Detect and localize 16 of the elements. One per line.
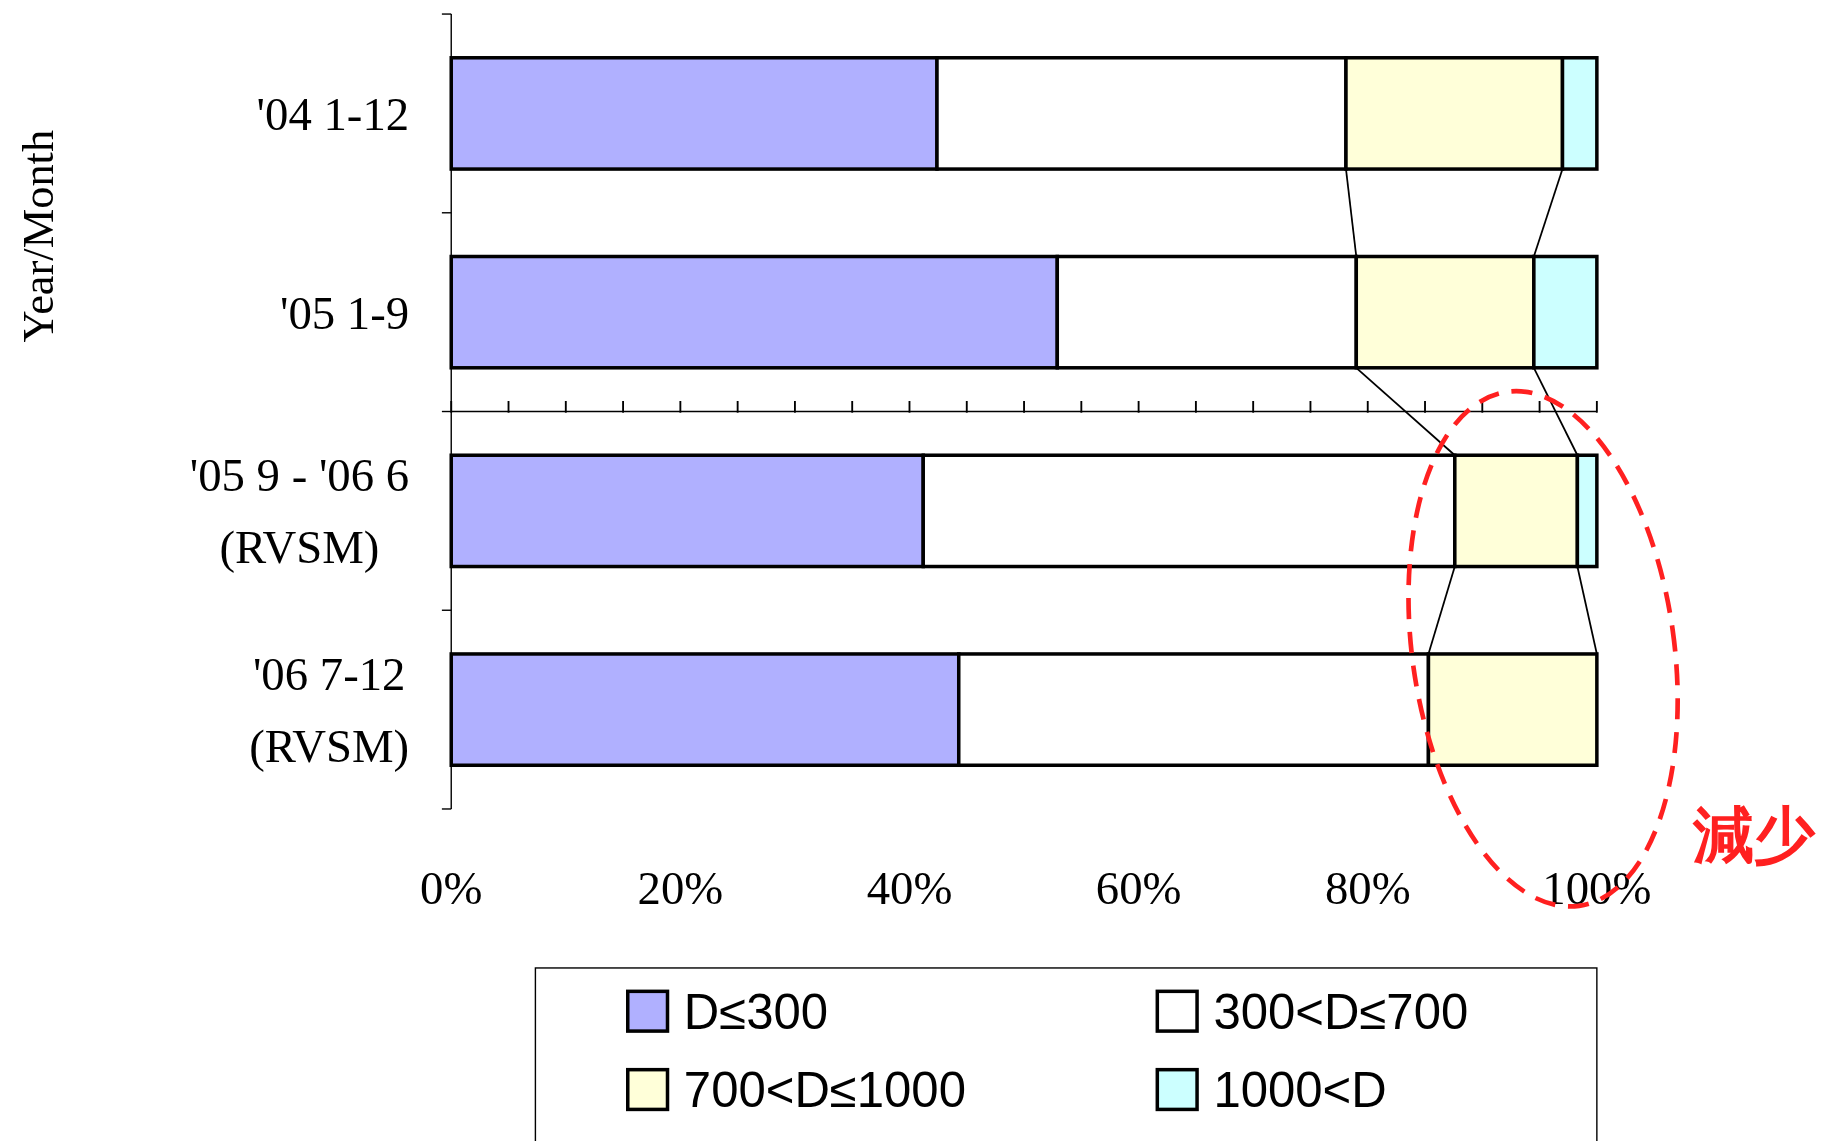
y-tick-label: '05 9 - '06 6 (RVSM) <box>189 449 410 574</box>
legend-label: 300<D≤700 <box>1213 984 1469 1039</box>
y-tick-label: '05 1-9 <box>279 286 410 339</box>
x-tick-label: 60% <box>1095 861 1182 914</box>
y-tick-label: '04 1-12 <box>256 87 410 140</box>
y-tick-label: '06 7-12 (RVSM) <box>249 647 410 773</box>
legend-label: D≤300 <box>683 984 829 1039</box>
y-axis-title: Year/Month <box>12 129 63 343</box>
legend-label: 1000<D <box>1213 1063 1387 1118</box>
legend-label: 700<D≤1000 <box>683 1063 966 1118</box>
x-tick-label: 100% <box>1542 861 1652 914</box>
x-tick-label: 40% <box>866 861 953 914</box>
x-tick-label: 80% <box>1324 861 1411 914</box>
x-tick-label: 20% <box>637 861 724 914</box>
text: 減少 <box>1691 800 1816 869</box>
x-tick-label: 0% <box>420 861 483 914</box>
